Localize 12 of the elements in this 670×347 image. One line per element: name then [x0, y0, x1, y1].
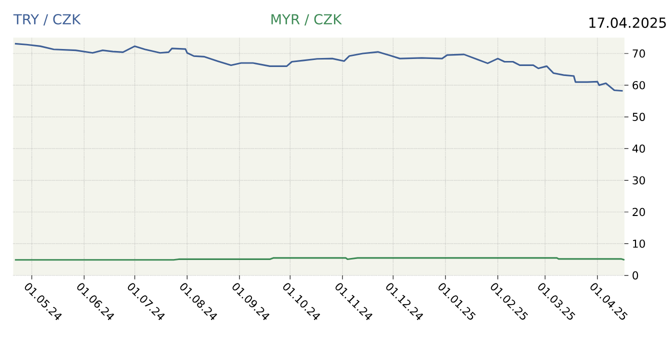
y-tick-label: 0 [632, 271, 638, 280]
y-tick-label: 50 [632, 112, 645, 122]
y-tick-label: 30 [632, 176, 645, 185]
y-tick-label: 70 [632, 50, 645, 58]
text: MYR / CZK [271, 14, 342, 26]
text: 17.04.2025 [589, 18, 666, 28]
y-tick-label: 20 [632, 208, 645, 216]
y-tick-label: 10 [633, 240, 645, 248]
series-label: TRY / CZK [13, 14, 81, 26]
y-tick-label: 40 [632, 144, 645, 153]
line-series [14, 43, 624, 92]
y-tick-label: 60 [632, 81, 645, 90]
